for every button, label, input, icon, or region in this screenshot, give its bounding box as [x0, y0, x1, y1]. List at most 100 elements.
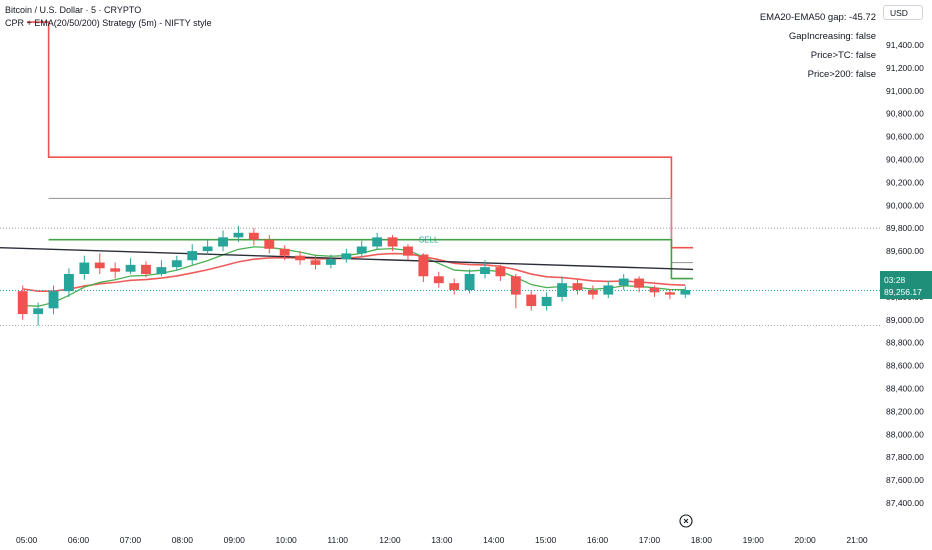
price-tick-label: 91,200.00: [886, 63, 924, 73]
candle-body: [310, 260, 321, 265]
candle-body: [418, 255, 429, 277]
info-price-200: Price>200: false: [807, 69, 876, 80]
time-tick-label: 18:00: [691, 535, 713, 545]
candle-body: [587, 290, 598, 295]
cpr-line-middle: [48, 197, 694, 264]
replay-icon[interactable]: [679, 514, 693, 528]
candle-body: [218, 237, 228, 247]
info-ema-gap: EMA20-EMA50 gap: -45.72: [759, 12, 876, 23]
candle-body: [341, 253, 352, 260]
candle-body: [79, 262, 90, 274]
time-tick-label: 05:00: [16, 535, 38, 545]
price-tick-label: 87,800.00: [886, 452, 924, 462]
time-tick-label: 09:00: [224, 535, 246, 545]
candle-body: [557, 283, 567, 297]
candle-body: [603, 285, 614, 295]
time-tick-label: 17:00: [639, 535, 661, 545]
info-gap-increasing: GapIncreasing: false: [788, 31, 876, 42]
candle-body: [110, 268, 121, 272]
candle-body: [64, 274, 74, 292]
candle-body: [372, 237, 383, 247]
time-tick-label: 19:00: [743, 535, 765, 545]
strategy-title: CPR + EMA(20/50/200) Strategy (5m) - NIF…: [5, 18, 212, 28]
sell-arrow-icon: [420, 254, 429, 262]
candle-body: [94, 262, 105, 269]
candle-body: [526, 294, 537, 307]
candle-body: [541, 296, 552, 307]
time-tick-label: 21:00: [846, 535, 868, 545]
info-price-tc: Price>TC: false: [810, 50, 876, 61]
candlesticks: [17, 225, 691, 326]
time-axis[interactable]: 05:00 06:00 07:00 08:00 09:00 10:00 11:00 12:00…: [16, 535, 868, 545]
candle-body: [125, 264, 136, 272]
cpr-line-upper: [27, 21, 694, 249]
candle-body: [634, 278, 645, 288]
candle-body: [495, 267, 506, 277]
candle-body: [325, 259, 336, 265]
price-tick-label: 90,600.00: [886, 132, 924, 142]
candle-body: [141, 264, 151, 274]
price-tick-label: 89,000.00: [886, 315, 924, 325]
candle-body: [433, 276, 444, 284]
price-tick-label: 88,800.00: [886, 338, 924, 348]
cpr-levels: [27, 21, 694, 280]
price-tick-label: 87,400.00: [886, 498, 924, 508]
ema20-line: [22, 246, 686, 307]
time-tick-label: 06:00: [68, 535, 90, 545]
candle-body: [202, 246, 213, 252]
time-tick-label: 14:00: [483, 535, 505, 545]
candle-body: [356, 246, 367, 254]
time-tick-label: 07:00: [120, 535, 142, 545]
time-tick-label: 11:00: [327, 535, 348, 545]
price-tick-label: 90,000.00: [886, 200, 924, 210]
price-tick-label: 88,000.00: [886, 429, 924, 439]
candle-body: [464, 274, 475, 291]
candle-body: [295, 255, 306, 261]
time-tick-label: 20:00: [795, 535, 817, 545]
price-tick-label: 89,600.00: [886, 246, 924, 256]
price-tick-label: 88,200.00: [886, 406, 924, 416]
candle-body: [387, 237, 398, 247]
price-tick-label: 89,800.00: [886, 223, 924, 233]
sell-label: SELL: [419, 236, 439, 245]
time-tick-label: 13:00: [431, 535, 453, 545]
candle-body: [403, 246, 413, 256]
candle-body: [480, 267, 490, 274]
candle-body: [248, 232, 259, 240]
time-tick-label: 08:00: [172, 535, 194, 545]
candle-body: [572, 283, 583, 291]
candle-body: [48, 291, 59, 309]
candle-body: [279, 248, 290, 256]
ema50-line: [22, 252, 686, 293]
candle-body: [618, 278, 629, 286]
price-tick-label: 90,200.00: [886, 177, 924, 187]
price-tick-label: 87,600.00: [886, 475, 924, 485]
time-tick-label: 15:00: [535, 535, 557, 545]
price-tick-label: 90,800.00: [886, 109, 924, 119]
candle-body: [680, 290, 691, 295]
last-price-tag: 89,256.17: [880, 286, 932, 299]
candle-body: [156, 267, 167, 274]
candle-body: [510, 276, 521, 295]
currency-button[interactable]: USD: [883, 5, 923, 20]
candle-body: [264, 239, 275, 249]
sell-signal: SELL: [419, 236, 439, 262]
candle-body: [449, 283, 460, 291]
symbol-title: Bitcoin / U.S. Dollar · 5 · CRYPTO: [5, 5, 142, 15]
candle-body: [17, 291, 28, 315]
candle-body: [665, 292, 675, 295]
price-tick-label: 88,600.00: [886, 361, 924, 371]
time-tick-label: 12:00: [379, 535, 401, 545]
time-tick-label: 16:00: [587, 535, 609, 545]
price-tick-label: 91,000.00: [886, 86, 924, 96]
strategy-info-panel: EMA20-EMA50 gap: -45.72 GapIncreasing: f…: [756, 8, 876, 84]
candle-body: [233, 232, 244, 238]
price-tick-label: 88,400.00: [886, 384, 924, 394]
price-tick-label: 90,400.00: [886, 155, 924, 165]
candle-body: [171, 260, 182, 268]
candle-body: [33, 308, 44, 315]
time-tick-label: 10:00: [276, 535, 298, 545]
candle-body: [187, 251, 198, 261]
bar-timer: 03:28: [880, 274, 932, 287]
cpr-line-lower: [48, 238, 694, 280]
